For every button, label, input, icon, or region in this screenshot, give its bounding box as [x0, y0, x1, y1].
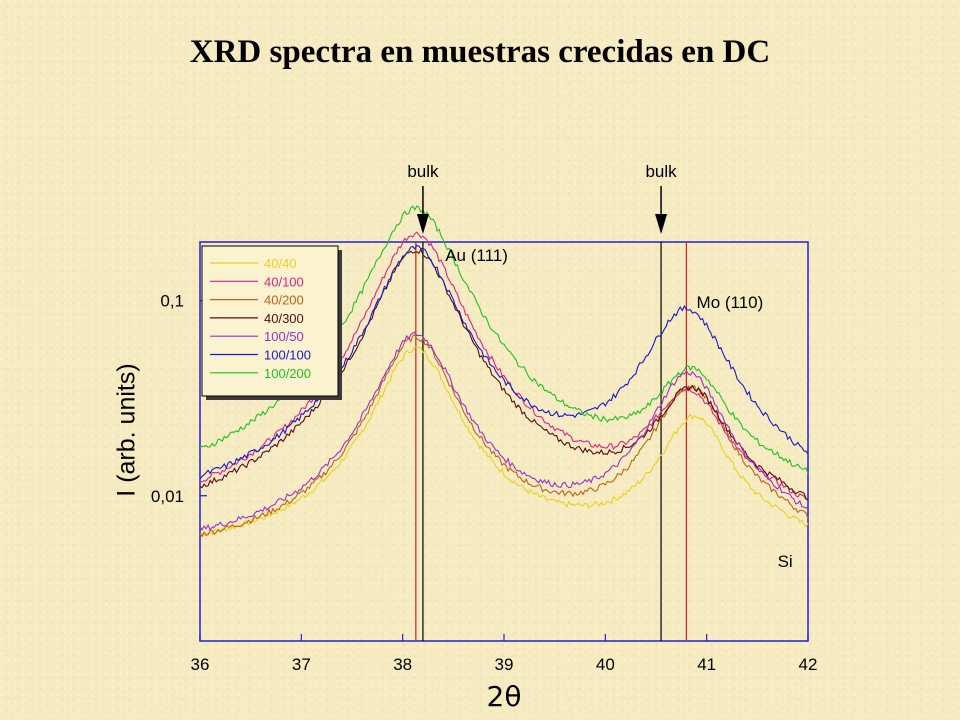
reference-lines	[415, 242, 688, 641]
legend-label: 100/50	[264, 329, 304, 344]
legend-label: 40/200	[264, 293, 304, 308]
legend-label: 40/40	[264, 256, 297, 271]
legend: 40/40 40/100 40/200 40/300 100/50 100/100 100/…	[201, 245, 342, 400]
y-tick-label: 0,01	[151, 487, 184, 506]
legend-items: 40/40 40/100 40/200 40/300 100/50 100/100 100/…	[210, 256, 311, 381]
series-line-40-300	[199, 247, 809, 501]
series-line-100-50	[199, 331, 809, 532]
x-tick-label: 40	[596, 655, 615, 674]
legend-label: 100/200	[264, 366, 311, 381]
series-line-40-100	[199, 231, 809, 501]
x-tick-label: 36	[191, 655, 210, 674]
series-line-40-40	[199, 346, 809, 537]
peak-annotation: Au (111)	[445, 246, 508, 265]
x-tick-label: 38	[393, 655, 412, 674]
legend-label: 40/100	[264, 274, 304, 289]
legend-box	[201, 245, 339, 397]
y-tick-label: 0,1	[160, 292, 184, 311]
peak-annotation: Mo (110)	[697, 293, 764, 312]
y-axis-label: I (arb. units)	[113, 363, 141, 496]
bulk-arrow-head	[416, 214, 429, 234]
x-tick-label: 42	[799, 655, 818, 674]
x-tick-label: 39	[495, 655, 514, 674]
annotations: bulk bulk Au (111) Mo (110) Si	[407, 162, 792, 571]
x-axis: 36 37 38 39 40 41 42	[191, 634, 818, 674]
legend-label: 40/300	[264, 311, 304, 326]
x-tick-label: 41	[697, 655, 716, 674]
peak-annotation: Si	[778, 552, 793, 571]
bulk-label: bulk	[645, 162, 677, 181]
x-axis-label: 2θ	[487, 680, 522, 713]
bulk-label: bulk	[407, 162, 439, 181]
slide-title: XRD spectra en muestras crecidas en DC	[189, 34, 771, 70]
x-tick-label: 37	[292, 655, 311, 674]
bulk-arrow-head	[655, 214, 668, 234]
series-line-100-100	[199, 244, 809, 480]
y-axis: 0,01 0,1	[151, 292, 207, 506]
legend-label: 100/100	[264, 348, 311, 363]
series-layer	[199, 205, 809, 538]
